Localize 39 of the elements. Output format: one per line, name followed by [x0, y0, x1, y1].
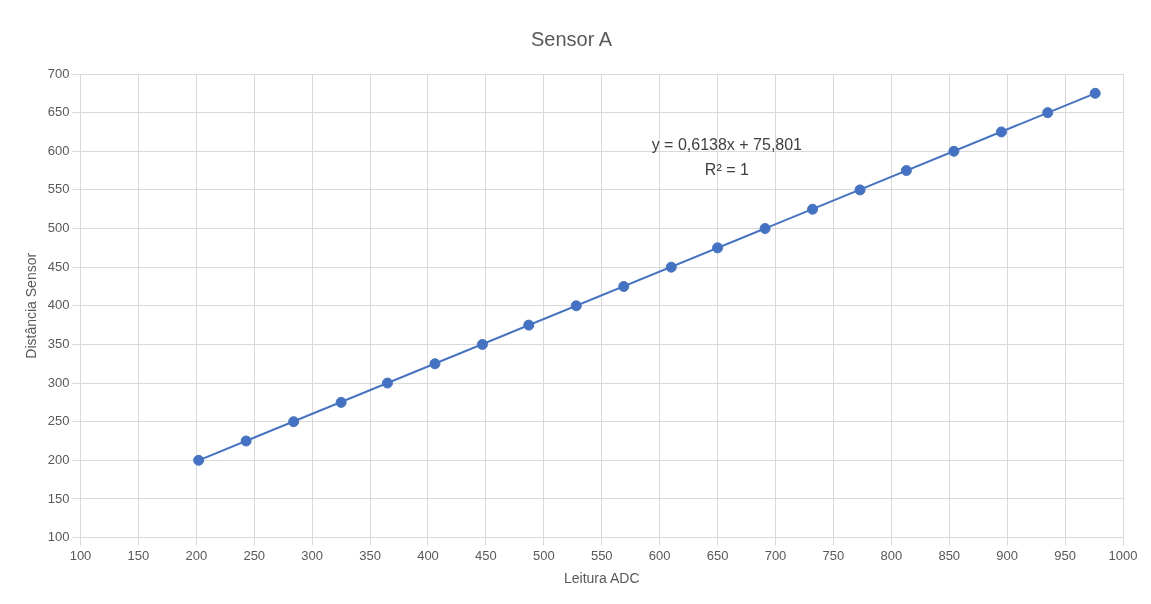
y-axis-title: Distância Sensor	[23, 252, 40, 359]
y-tick-label: 700	[47, 65, 70, 81]
y-tick-label: 400	[47, 297, 70, 313]
x-tick-label: 100	[69, 547, 92, 563]
annotation: R² = 1	[704, 161, 749, 179]
x-tick-label: 800	[880, 547, 903, 563]
y-tick-label: 650	[47, 104, 70, 120]
x-tick-label: 200	[185, 547, 208, 563]
x-tick-label: 1000	[1108, 547, 1138, 563]
x-tick-label: 600	[648, 547, 671, 563]
x-tick-label: 350	[359, 547, 381, 563]
x-tick-label: 850	[938, 547, 961, 563]
x-tick-label: 650	[706, 547, 729, 563]
x-tick-label: 900	[996, 547, 1019, 563]
x-tick-label: 400	[417, 547, 439, 563]
x-tick-label: 950	[1054, 547, 1076, 563]
y-tick-label: 300	[47, 374, 70, 390]
x-tick-label: 150	[127, 547, 150, 563]
point	[193, 454, 205, 466]
y-tick-label: 100	[47, 529, 70, 545]
x-tick-label: 300	[301, 547, 324, 563]
annotation: y = 0,6138x + 75,801	[651, 136, 803, 154]
x-axis-title: Leitura ADC	[564, 570, 640, 587]
y-tick-label: 550	[47, 181, 70, 197]
x-tick-label: 750	[822, 547, 845, 563]
y-tick-label: 450	[47, 258, 70, 274]
y-tick-label: 200	[47, 451, 70, 467]
x-tick-label: 550	[590, 547, 613, 563]
point	[1089, 87, 1101, 99]
x-tick-label: 450	[475, 547, 497, 563]
y-tick-label: 250	[47, 413, 70, 429]
x-tick-label: 500	[532, 547, 555, 563]
y-tick-label: 150	[47, 490, 70, 506]
y-tick-label: 350	[47, 336, 70, 352]
y-tick-label: 600	[47, 142, 70, 158]
chart-title: Sensor A	[530, 27, 613, 50]
x-tick-label: 250	[243, 547, 266, 563]
y-tick-label: 500	[47, 220, 70, 236]
x-tick-label: 700	[764, 547, 787, 563]
